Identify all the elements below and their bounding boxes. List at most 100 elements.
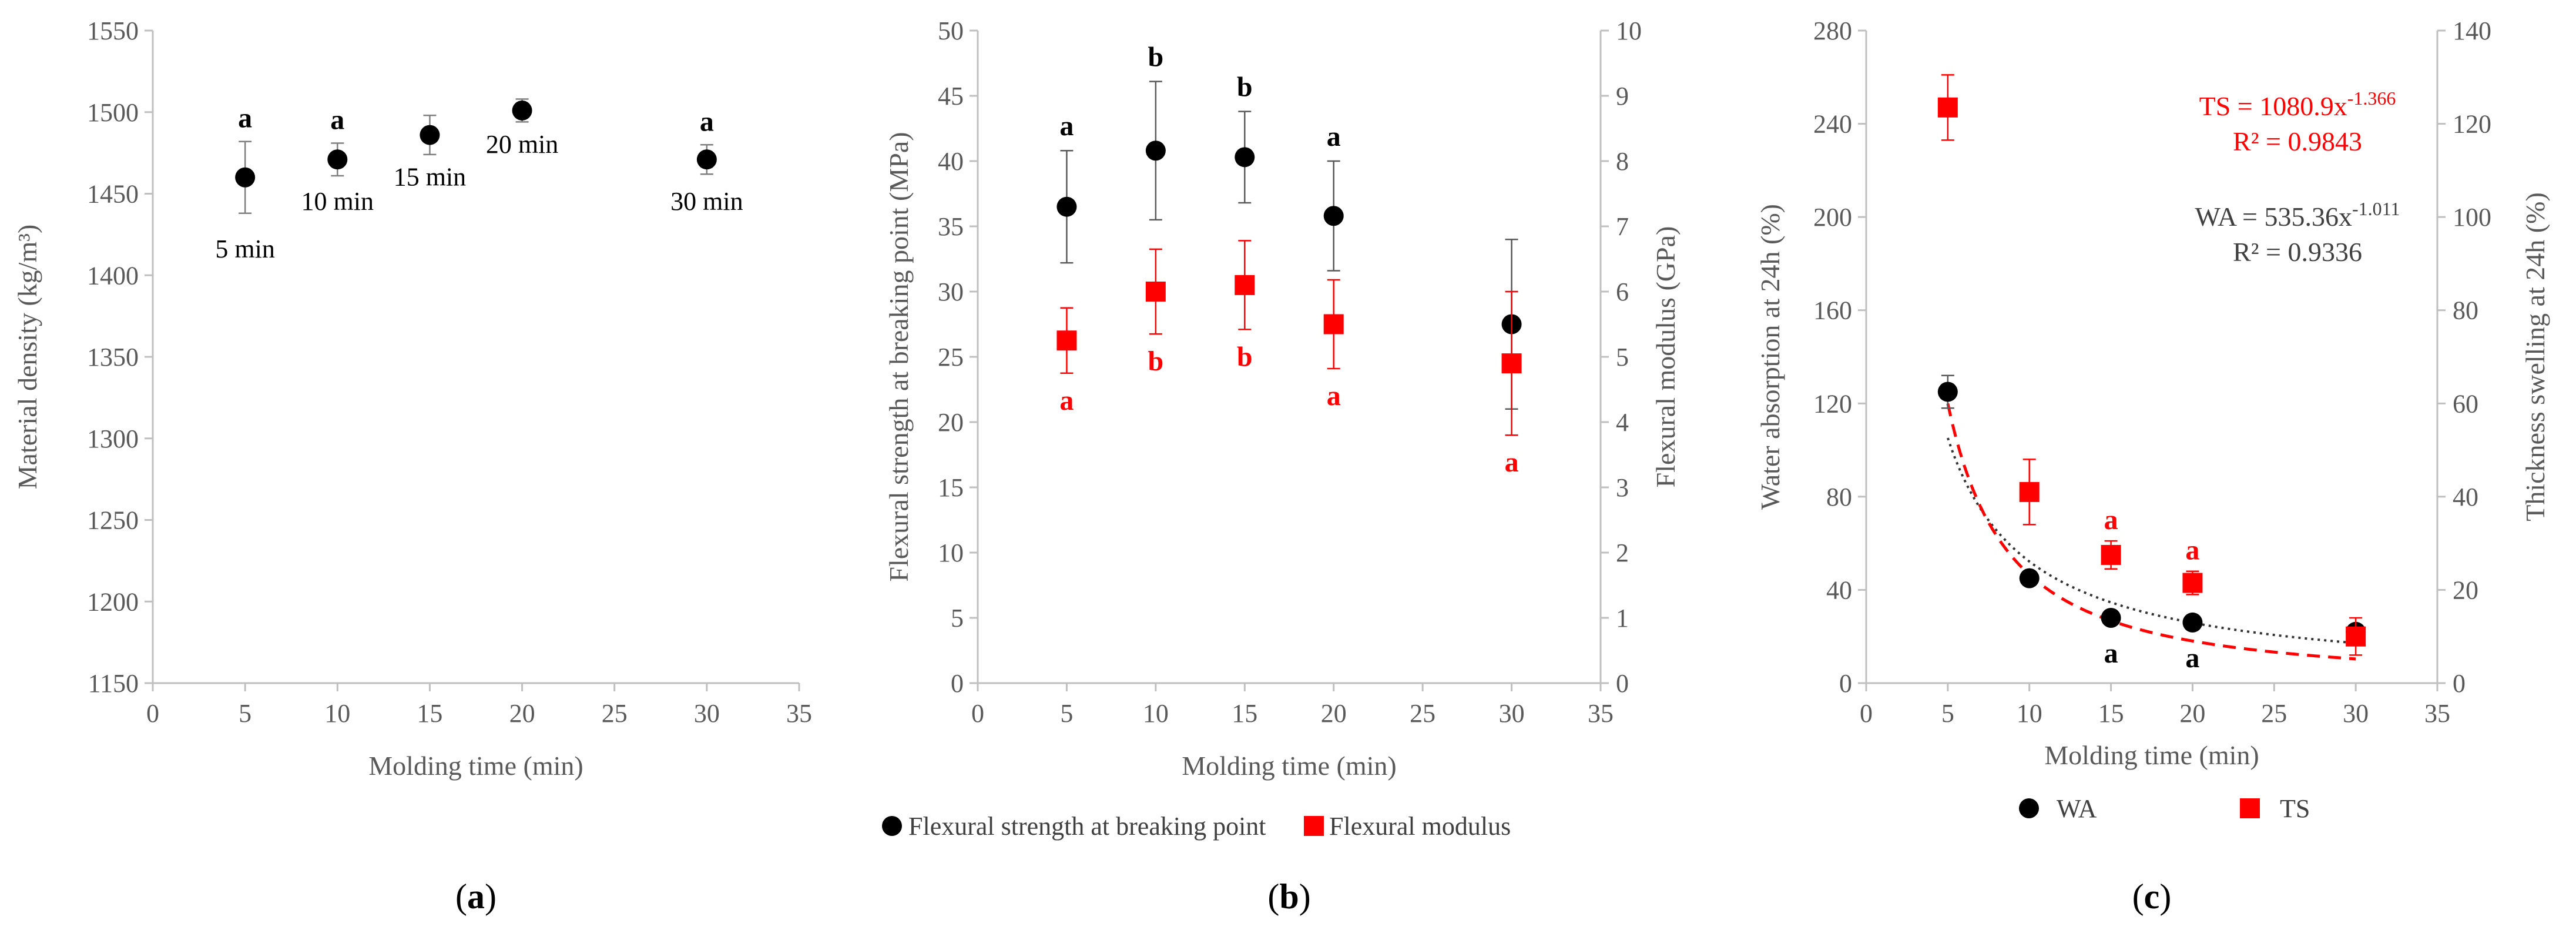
x-axis-title: Molding time (min) <box>368 751 583 781</box>
legend: WA TS <box>2019 794 2310 823</box>
legend-marker-ts <box>2240 798 2260 818</box>
x-tick-label: 0 <box>1860 699 1873 728</box>
modulus-point <box>1056 330 1077 351</box>
y-right-tick-label: 80 <box>2453 296 2478 325</box>
legend-label-ts: TS <box>2280 794 2310 823</box>
panel-label: (b) <box>1267 877 1310 916</box>
x-axis-title: Molding time (min) <box>1182 751 1396 781</box>
x-tick-label: 15 <box>1232 699 1257 728</box>
significance-letter: a <box>2185 643 2199 674</box>
x-tick-label: 25 <box>602 699 628 728</box>
significance-letter: a <box>2104 504 2118 536</box>
x-tick-label: 0 <box>971 699 984 728</box>
time-label: 20 min <box>486 130 558 159</box>
y-tick-label: 0 <box>1839 669 1852 698</box>
ts-fit-curve <box>1946 403 2356 661</box>
y-right-tick-label: 60 <box>2453 389 2478 418</box>
y-tick-label: 10 <box>938 538 964 567</box>
wa-fit-curve <box>1947 437 2356 644</box>
y-right-tick-label: 100 <box>2453 203 2491 232</box>
y-tick-label: 1150 <box>88 669 139 698</box>
x-axis-title: Molding time (min) <box>2044 740 2259 770</box>
y-tick-label: 30 <box>938 277 964 306</box>
y-right-tick-label: 3 <box>1616 473 1629 502</box>
y-tick-label: 25 <box>938 343 964 372</box>
x-tick-label: 5 <box>239 699 251 728</box>
panel-label: (c) <box>2132 877 2172 916</box>
data-point <box>420 125 440 145</box>
strength-point <box>1056 196 1077 217</box>
legend-marker-modulus <box>1304 816 1324 836</box>
wa-point <box>2182 612 2203 633</box>
significance-letter: a <box>1327 380 1341 412</box>
y-tick-label: 50 <box>938 16 964 45</box>
y-right-tick-label: 1 <box>1616 604 1629 633</box>
time-label: 5 min <box>215 235 274 263</box>
y-tick-label: 1350 <box>87 343 139 372</box>
significance-letter: a <box>2104 638 2118 669</box>
y-tick-label: 35 <box>938 212 964 241</box>
panel-c-chart: 0 5 10 15 20 25 30 3504080120160200240280020406… <box>1755 16 2550 916</box>
panel-b-chart: 0 5 10 15 20 25 30 3505101520253035404550012345… <box>882 16 1681 916</box>
y-right-tick-label: 20 <box>2453 576 2478 604</box>
y-right-tick-label: 4 <box>1616 408 1629 437</box>
significance-letter: a <box>700 106 714 137</box>
wa-r2: R² = 0.9336 <box>2233 237 2362 267</box>
x-tick-label: 5 <box>1060 699 1073 728</box>
ts-point <box>2101 544 2121 565</box>
y-right-tick-label: 6 <box>1616 277 1629 306</box>
y-tick-label: 5 <box>951 604 964 633</box>
x-tick-label: 10 <box>1143 699 1169 728</box>
y-tick-label: 1250 <box>87 506 139 535</box>
time-label: 10 min <box>301 187 374 216</box>
wa-point <box>2101 608 2121 628</box>
y-tick-label: 15 <box>938 473 964 502</box>
ts-point <box>2019 481 2040 502</box>
ts-equation: TS = 1080.9x-1.366 <box>2199 88 2396 121</box>
significance-letter: a <box>1059 111 1074 142</box>
modulus-point <box>1501 353 1522 374</box>
y-tick-label: 80 <box>1826 483 1852 511</box>
x-tick-label: 20 <box>509 699 535 728</box>
y-tick-label: 1450 <box>87 180 139 209</box>
significance-letter: b <box>1237 341 1253 372</box>
legend-marker-strength <box>882 816 902 836</box>
panel-label: (a) <box>455 877 497 916</box>
significance-letter: b <box>1148 42 1164 73</box>
ts-point <box>2346 626 2366 647</box>
strength-point <box>1323 206 1344 226</box>
y-right-tick-label: 9 <box>1616 82 1629 111</box>
data-point <box>696 149 717 170</box>
wa-equation: WA = 535.36x-1.011 <box>2195 198 2400 232</box>
y-right-tick-label: 8 <box>1616 147 1629 176</box>
x-tick-label: 35 <box>786 699 812 728</box>
y-tick-label: 1200 <box>87 587 139 616</box>
legend-label-wa: WA <box>2057 794 2097 823</box>
ts-point <box>1937 97 1958 118</box>
y-tick-label: 40 <box>1826 576 1852 604</box>
wa-point <box>1937 382 1958 402</box>
x-tick-label: 30 <box>694 699 720 728</box>
significance-letter: a <box>2185 535 2199 566</box>
y-right-tick-label: 140 <box>2453 16 2491 45</box>
ts-r2: R² = 0.9843 <box>2233 126 2362 156</box>
y-tick-label: 200 <box>1813 203 1852 232</box>
x-tick-label: 35 <box>2424 699 2450 728</box>
y-right-tick-label: 0 <box>1616 669 1629 698</box>
wa-point <box>2019 568 2040 588</box>
time-label: 15 min <box>394 163 466 192</box>
y-tick-label: 1550 <box>87 16 139 45</box>
y-right-tick-label: 2 <box>1616 538 1629 567</box>
y-axis-right-title: Flexural modulus (GPa) <box>1651 226 1681 488</box>
legend-label-strength: Flexural strength at breaking point <box>908 812 1266 841</box>
significance-letter: a <box>1505 447 1519 478</box>
y-right-tick-label: 0 <box>2453 669 2466 698</box>
legend-marker-wa <box>2019 798 2039 818</box>
y-right-tick-label: 5 <box>1616 343 1629 372</box>
significance-letter: a <box>330 104 344 135</box>
strength-point <box>1145 141 1166 161</box>
y-tick-label: 1400 <box>87 261 139 290</box>
time-label: 30 min <box>670 187 743 216</box>
y-axis-title: Water absorption at 24h (%) <box>1755 204 1785 510</box>
x-tick-label: 15 <box>2098 699 2124 728</box>
